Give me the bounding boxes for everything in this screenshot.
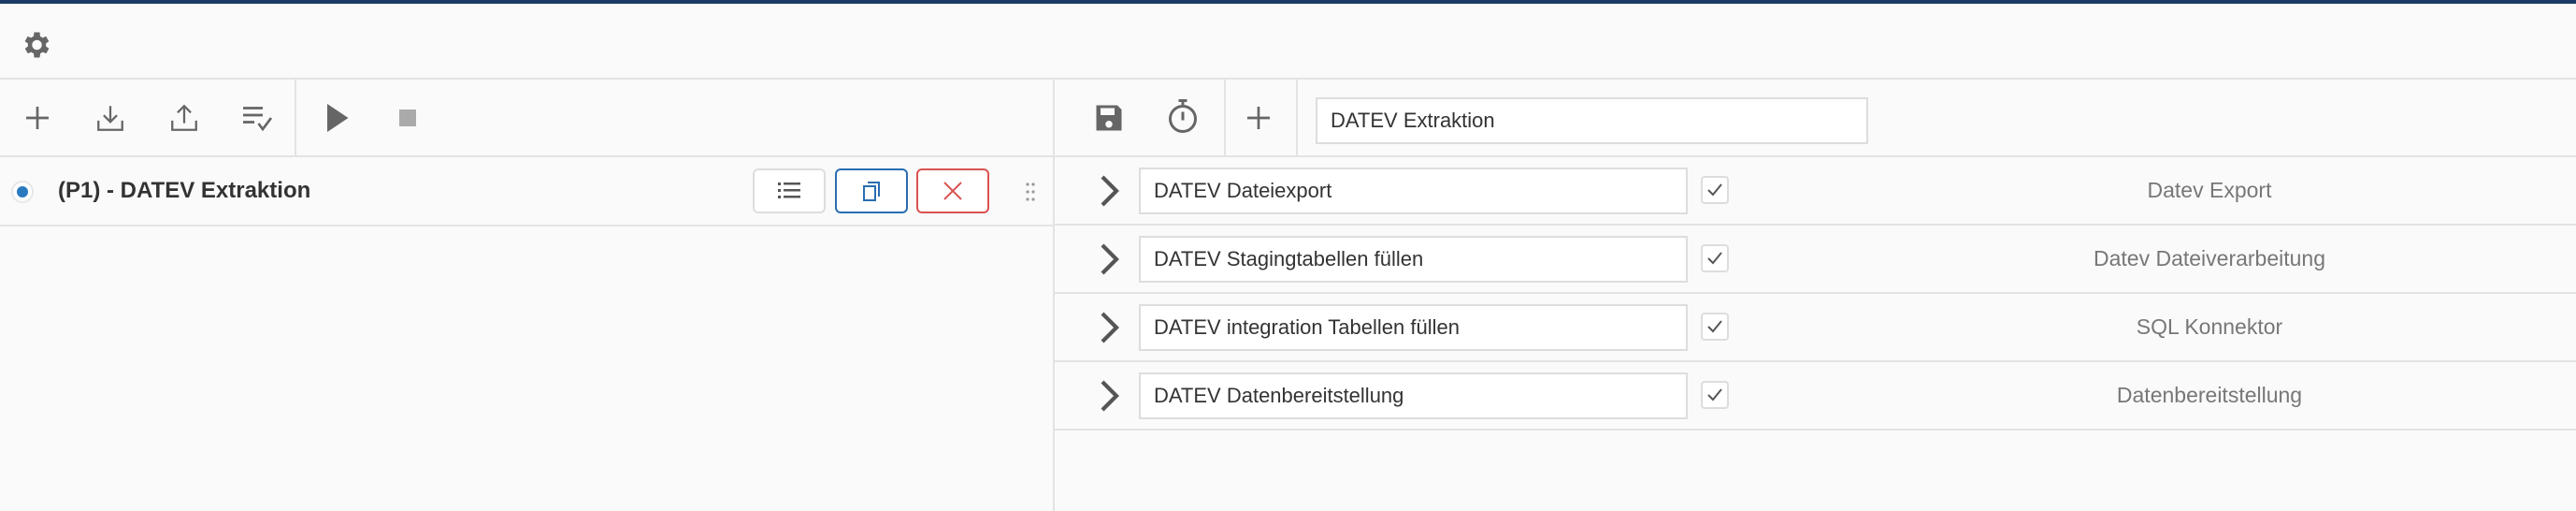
step-name-text: DATEV Datenbereitstellung [1154,384,1404,407]
step-type-label: SQL Konnektor [2136,314,2283,339]
step-name-text: DATEV integration Tabellen füllen [1154,315,1460,339]
copy-icon [863,182,880,201]
copy-button[interactable] [835,168,908,213]
header [0,4,2576,80]
chevron-right-icon[interactable] [1094,311,1122,344]
timer-icon[interactable] [1162,95,1203,137]
check-icon [1707,388,1722,402]
process-list: (P1) - DATEV Extraktion [0,157,1055,511]
process-radio[interactable] [11,181,34,203]
process-name-input[interactable] [1316,97,1868,144]
step-name-text: DATEV Dateiexport [1154,179,1332,202]
gear-icon[interactable] [19,28,52,62]
step-name-input[interactable]: DATEV Datenbereitstellung [1139,372,1688,419]
upload-icon[interactable] [164,97,205,139]
step-type-label: Datenbereitstellung [2116,383,2303,407]
plus-icon[interactable] [17,97,58,139]
chevron-right-icon[interactable] [1094,174,1122,208]
step-name-input[interactable]: DATEV Stagingtabellen füllen [1139,236,1688,283]
check-icon [1707,252,1722,265]
step-enabled-checkbox[interactable] [1701,244,1729,272]
process-list-item[interactable]: (P1) - DATEV Extraktion [0,157,1053,226]
process-toolbar [0,80,1055,157]
check-icon [1707,183,1722,197]
top-accent-bar [0,0,2576,4]
step-row: DATEV Dateiexport Datev Export [1055,157,2576,226]
step-name-input[interactable]: DATEV integration Tabellen füllen [1139,304,1688,351]
step-type-label: Datev Dateiverarbeitung [2093,246,2326,270]
step-row: DATEV Stagingtabellen füllen Datev Datei… [1055,226,2576,294]
editor-toolbar [1055,80,2576,157]
plus-icon[interactable] [1238,97,1279,139]
step-type-label: Datev Export [2147,178,2272,202]
delete-button[interactable] [916,168,989,213]
step-enabled-checkbox[interactable] [1701,313,1729,341]
stop-icon[interactable] [387,97,428,139]
step-enabled-checkbox[interactable] [1701,381,1729,409]
drag-handle-icon[interactable] [1025,182,1036,202]
chevron-right-icon[interactable] [1094,242,1122,276]
list-check-icon[interactable] [237,97,278,139]
close-icon [943,182,962,200]
process-title: (P1) - DATEV Extraktion [58,178,311,203]
step-name-text: DATEV Stagingtabellen füllen [1154,247,1424,270]
step-row: DATEV integration Tabellen füllen SQL Ko… [1055,294,2576,362]
details-button[interactable] [753,168,826,213]
download-icon[interactable] [90,97,131,139]
save-icon[interactable] [1088,97,1130,139]
list-icon [778,182,800,198]
step-enabled-checkbox[interactable] [1701,176,1729,204]
step-row: DATEV Datenbereitstellung Datenbereitste… [1055,362,2576,431]
chevron-right-icon[interactable] [1094,379,1122,413]
step-name-input[interactable]: DATEV Dateiexport [1139,168,1688,214]
play-icon[interactable] [316,97,357,139]
check-icon [1707,320,1722,333]
